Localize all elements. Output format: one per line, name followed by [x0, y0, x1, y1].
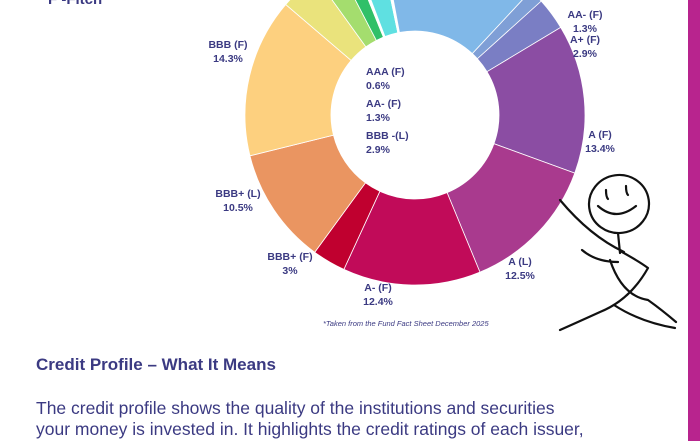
center-value-label: 0.6%: [366, 80, 391, 92]
doodle-arm-raised: [558, 198, 626, 254]
slice-value-label: 1.3%: [573, 23, 598, 35]
description-line: The credit profile shows the quality of …: [36, 398, 555, 418]
credit-profile-description: The credit profile shows the quality of …: [36, 398, 658, 440]
center-label: AA- (F): [366, 98, 401, 110]
doodle-head: [587, 173, 651, 235]
slice-label: BBB (F): [208, 39, 247, 51]
slice-label: AA- (F): [568, 9, 603, 21]
slice-label: A+ (F): [570, 34, 600, 46]
doodle-leg-right: [608, 258, 678, 324]
doodle-body: [558, 250, 650, 332]
slice-label: A- (F): [364, 282, 391, 294]
doodle-smile: [596, 204, 638, 216]
slice-value-label: 12.5%: [505, 270, 535, 282]
section-title: Credit Profile – What It Means: [36, 355, 276, 374]
slice-value-label: 3%: [282, 265, 298, 277]
slice-label: BBB+ (L): [215, 188, 260, 200]
accent-sidebar: [688, 0, 700, 441]
legend-note: F -Fitch: [48, 0, 102, 8]
slice-label: BBB+ (F): [267, 251, 312, 263]
slice-value-label: 12.4%: [363, 296, 393, 308]
fund-fact-sheet-footnote: *Taken from the Fund Fact Sheet December…: [323, 319, 489, 328]
donut-outer-labels: AA- (F)1.3%A+ (F)2.9%A (F)13.4%A (L)12.5…: [208, 9, 615, 308]
center-label: BBB -(L): [366, 130, 409, 142]
doodle-arm: [580, 248, 620, 264]
donut-hole: [331, 31, 499, 199]
slice-value-label: 2.9%: [573, 48, 598, 60]
center-label: AAA (F): [366, 66, 405, 78]
center-value-label: 1.3%: [366, 112, 391, 124]
doodle-eye-right: [624, 184, 630, 197]
donut-center-labels: AAA (F) 0.6% AA- (F) 1.3% BBB -(L) 2.9%: [366, 66, 409, 156]
slice-value-label: 14.3%: [213, 53, 243, 65]
slice-label: A (L): [508, 256, 532, 268]
center-value-label: 2.9%: [366, 144, 391, 156]
slice-label: A (F): [588, 129, 612, 141]
doodle-leg: [612, 303, 677, 330]
slice-value-label: 13.4%: [585, 143, 615, 155]
description-line: your money is invested in. It highlights…: [36, 419, 584, 439]
doodle-eye-left: [604, 188, 610, 201]
donut-slices: [244, 0, 586, 286]
slice-value-label: 10.5%: [223, 202, 253, 214]
stick-figure-doodle: [558, 173, 678, 332]
